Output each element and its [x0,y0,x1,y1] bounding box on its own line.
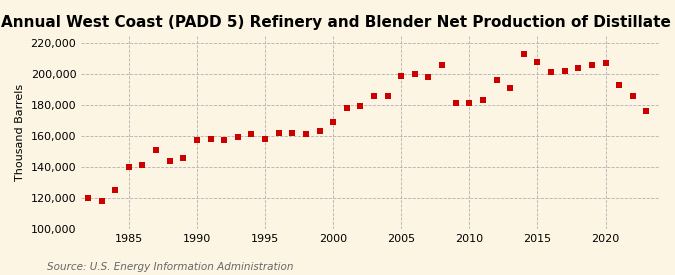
Point [560,69,570,73]
Point [641,109,652,113]
Point [505,86,516,90]
Point [477,98,488,103]
Point [355,104,366,109]
Point [124,164,134,169]
Point [82,196,93,200]
Point [423,75,434,79]
Point [110,188,121,192]
Point [410,72,421,76]
Point [614,82,624,87]
Point [137,163,148,167]
Point [545,70,556,75]
Point [97,199,107,203]
Point [314,129,325,133]
Point [287,131,298,135]
Title: Annual West Coast (PADD 5) Refinery and Blender Net Production of Distillate Fue: Annual West Coast (PADD 5) Refinery and … [1,15,675,30]
Point [450,101,461,106]
Point [518,52,529,56]
Point [491,78,502,82]
Point [464,101,475,106]
Point [300,132,311,136]
Point [328,120,339,124]
Point [369,94,379,98]
Point [151,148,161,152]
Point [232,135,243,140]
Point [260,137,271,141]
Point [219,138,230,143]
Point [396,73,406,78]
Point [600,61,611,65]
Point [573,66,584,70]
Point [342,106,352,110]
Point [246,132,256,136]
Point [532,59,543,64]
Point [205,137,216,141]
Text: Source: U.S. Energy Information Administration: Source: U.S. Energy Information Administ… [47,262,294,272]
Y-axis label: Thousand Barrels: Thousand Barrels [15,83,25,181]
Point [437,62,448,67]
Point [587,62,597,67]
Point [627,94,638,98]
Point [382,94,393,98]
Point [164,158,175,163]
Point [273,131,284,135]
Point [192,138,202,143]
Point [178,155,189,160]
